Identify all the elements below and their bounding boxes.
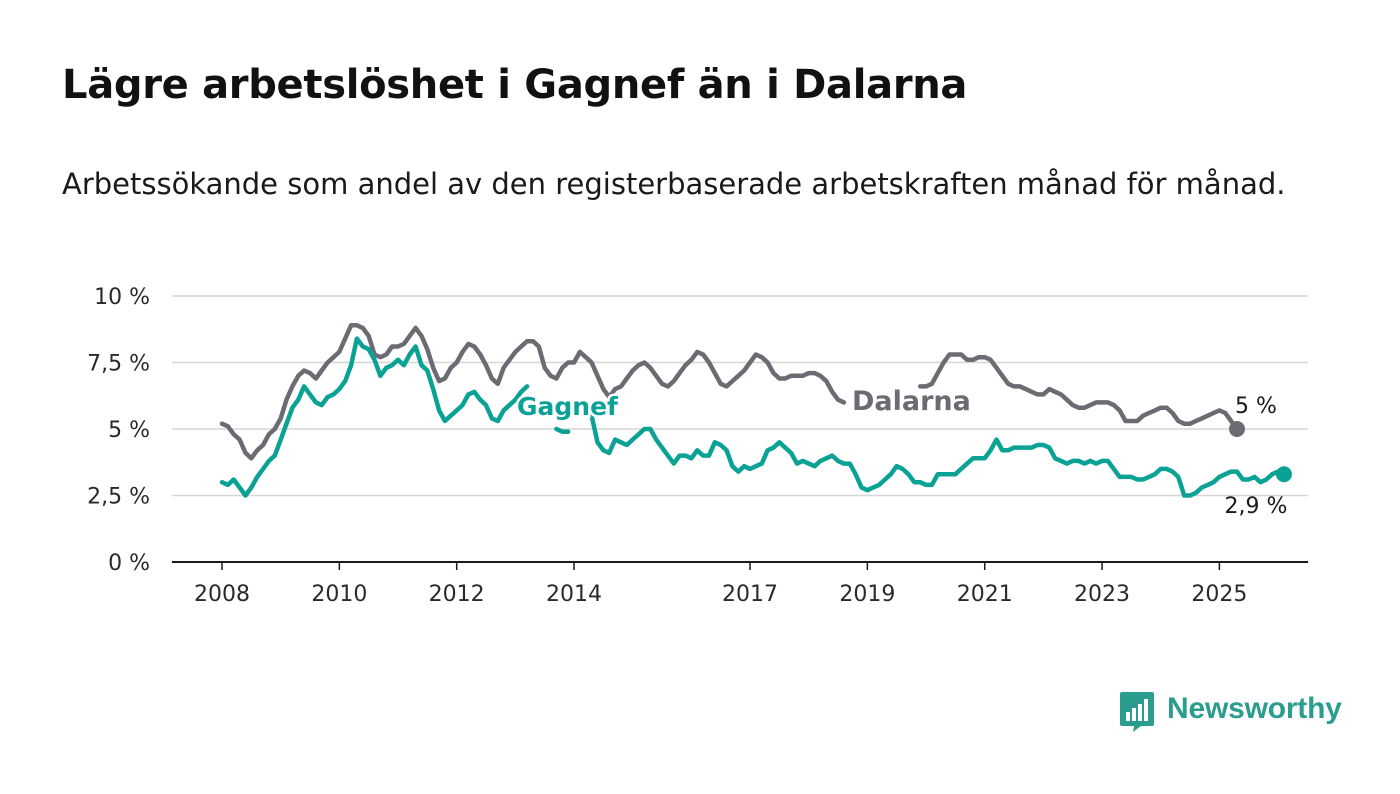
series-line-gagnef [219,336,530,498]
series-lines [219,323,1292,498]
series-label-dalarna: Dalarna [852,386,971,417]
y-tick-label: 0 % [108,551,150,576]
x-tick-label: 2017 [722,582,778,607]
x-tick-label: 2014 [546,582,602,607]
series-line-dalarna [219,323,847,461]
end-point-dalarna [1229,421,1245,437]
x-tick-label: 2025 [1191,582,1247,607]
gridlines [172,295,1308,497]
y-tick-label: 5 % [108,418,150,443]
y-tick-label: 10 % [94,285,150,310]
end-value-label-gagnef: 2,9 % [1225,494,1288,519]
x-tick-label: 2012 [429,582,485,607]
brand-name: Newsworthy [1167,692,1342,725]
series-labels: Dalarna Gagnef 5 % 2,9 % [515,384,1288,520]
x-tick-label: 2021 [957,582,1013,607]
bar-chart-speech-bubble-icon [1120,692,1154,732]
chart-title: Lägre arbetslöshet i Gagnef än i Dalarna [62,62,968,108]
x-tick-label: 2010 [311,582,367,607]
series-line-gagnef [589,413,1287,498]
series-line-gagnef [554,426,571,434]
y-tick-label: 2,5 % [87,485,150,510]
x-axis: 2008 2010 2012 2014 2017 2019 2021 2023 2025 [172,561,1308,607]
y-axis-tick-labels: 0 % 2,5 % 5 % 7,5 % 10 % [87,285,150,576]
chart-subtitle: Arbetssökande som andel av den registerb… [62,167,1286,201]
end-value-label-dalarna: 5 % [1235,394,1277,419]
x-tick-label: 2008 [194,582,250,607]
y-tick-label: 7,5 % [87,352,150,377]
series-label-gagnef: Gagnef [517,392,619,421]
x-tick-label: 2019 [839,582,895,607]
series-line-dalarna [917,352,1240,432]
end-point-gagnef [1275,466,1292,483]
newsworthy-logo: Newsworthy [1119,690,1359,734]
x-tick-label: 2023 [1074,582,1130,607]
